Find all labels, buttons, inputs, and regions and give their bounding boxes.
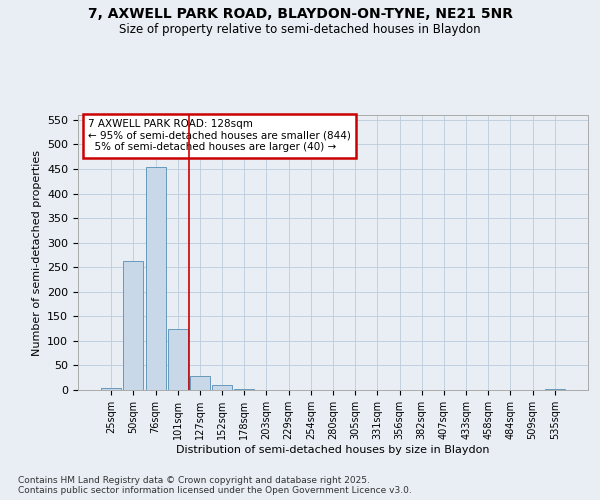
Text: 7 AXWELL PARK ROAD: 128sqm
← 95% of semi-detached houses are smaller (844)
  5% : 7 AXWELL PARK ROAD: 128sqm ← 95% of semi… <box>88 119 351 152</box>
Bar <box>146 167 166 390</box>
Text: Size of property relative to semi-detached houses in Blaydon: Size of property relative to semi-detach… <box>119 22 481 36</box>
Bar <box>168 328 188 390</box>
Bar <box>212 385 232 390</box>
Text: 7, AXWELL PARK ROAD, BLAYDON-ON-TYNE, NE21 5NR: 7, AXWELL PARK ROAD, BLAYDON-ON-TYNE, NE… <box>88 8 512 22</box>
Text: Contains HM Land Registry data © Crown copyright and database right 2025.
Contai: Contains HM Land Registry data © Crown c… <box>18 476 412 495</box>
Bar <box>234 389 254 390</box>
Bar <box>190 376 210 390</box>
Bar <box>124 261 143 390</box>
Y-axis label: Number of semi-detached properties: Number of semi-detached properties <box>32 150 41 356</box>
Bar <box>101 388 121 390</box>
X-axis label: Distribution of semi-detached houses by size in Blaydon: Distribution of semi-detached houses by … <box>176 444 490 454</box>
Bar <box>545 388 565 390</box>
